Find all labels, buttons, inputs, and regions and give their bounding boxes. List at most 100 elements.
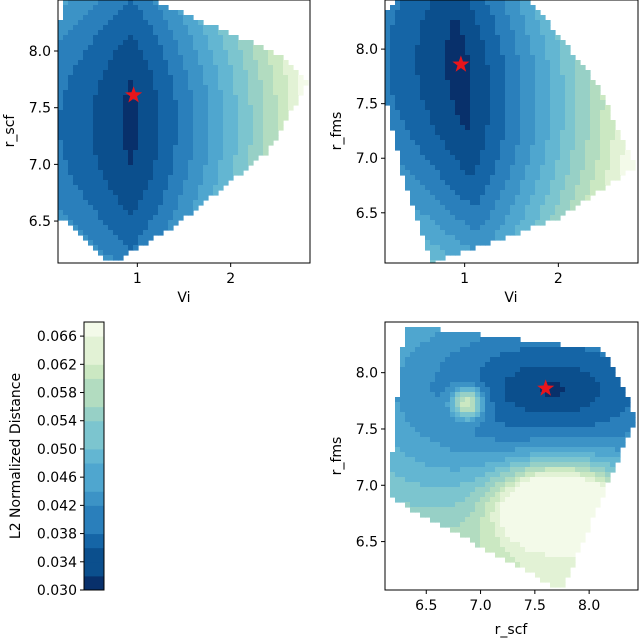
contour-cell <box>415 65 421 71</box>
contour-cell <box>615 130 621 136</box>
contour-cell <box>158 120 164 126</box>
contour-cell <box>395 15 401 21</box>
contour-cell <box>510 50 516 56</box>
contour-cell <box>600 110 606 116</box>
contour-cell <box>540 477 546 483</box>
contour-cell <box>460 407 466 413</box>
contour-cell <box>450 245 456 251</box>
contour-cell <box>228 120 234 126</box>
contour-cell <box>485 382 491 388</box>
contour-cell <box>118 110 124 116</box>
contour-cell <box>460 150 466 156</box>
contour-cell <box>103 185 109 191</box>
contour-cell <box>83 155 89 161</box>
contour-cell <box>450 5 456 11</box>
contour-cell <box>163 125 169 131</box>
contour-cell <box>93 90 99 96</box>
contour-cell <box>480 35 486 41</box>
contour-cell <box>500 457 506 463</box>
contour-cell <box>535 447 541 453</box>
contour-cell <box>515 105 521 111</box>
contour-cell <box>213 85 219 91</box>
contour-cell <box>455 0 461 6</box>
contour-cell <box>133 65 139 71</box>
contour-cell <box>108 215 114 221</box>
contour-cell <box>425 5 431 11</box>
contour-cell <box>163 100 169 106</box>
contour-cell <box>58 45 64 51</box>
contour-cell <box>545 462 551 468</box>
contour-cell <box>620 145 626 151</box>
contour-cell <box>595 387 601 393</box>
contour-cell <box>455 417 461 423</box>
contour-cell <box>450 60 456 66</box>
contour-cell <box>455 100 461 106</box>
contour-cell <box>405 90 411 96</box>
contour-cell <box>500 150 506 156</box>
contour-cell <box>288 105 294 111</box>
contour-cell <box>595 110 601 116</box>
contour-cell <box>585 175 591 181</box>
contour-cell <box>410 80 416 86</box>
contour-cell <box>68 220 74 226</box>
contour-cell <box>550 160 556 166</box>
contour-cell <box>63 85 69 91</box>
contour-cell <box>193 190 199 196</box>
contour-cell <box>465 190 471 196</box>
contour-cell <box>78 225 84 231</box>
contour-cell <box>425 397 431 403</box>
contour-cell <box>430 50 436 56</box>
contour-cell <box>203 115 209 121</box>
contour-cell <box>465 30 471 36</box>
contour-cell <box>233 85 239 91</box>
contour-cell <box>68 175 74 181</box>
contour-cell <box>123 145 129 151</box>
contour-cell <box>530 392 536 398</box>
contour-cell <box>465 0 471 6</box>
contour-cell <box>103 160 109 166</box>
contour-cell <box>98 45 104 51</box>
contour-cell <box>625 165 631 171</box>
contour-cell <box>610 160 616 166</box>
contour-cell <box>118 150 124 156</box>
contour-cell <box>440 200 446 206</box>
contour-cell <box>153 5 159 11</box>
contour-cell <box>550 462 556 468</box>
contour-cell <box>445 15 451 21</box>
contour-cell <box>495 382 501 388</box>
contour-cell <box>605 472 611 478</box>
contour-cell <box>520 397 526 403</box>
contour-cell <box>570 85 576 91</box>
contour-cell <box>440 377 446 383</box>
contour-cell <box>515 185 521 191</box>
contour-cell <box>560 145 566 151</box>
contour-cell <box>545 407 551 413</box>
contour-cell <box>595 150 601 156</box>
contour-cell <box>263 65 269 71</box>
contour-cell <box>193 195 199 201</box>
contour-cell <box>555 417 561 423</box>
contour-cell <box>505 50 511 56</box>
contour-cell <box>283 110 289 116</box>
contour-cell <box>580 170 586 176</box>
contour-cell <box>128 135 134 141</box>
contour-cell <box>575 200 581 206</box>
contour-cell <box>93 185 99 191</box>
optimum-star-marker <box>125 86 143 103</box>
contour-cell <box>480 235 486 241</box>
contour-cell <box>505 190 511 196</box>
contour-cell <box>420 195 426 201</box>
contour-cell <box>73 155 79 161</box>
contour-cell <box>535 70 541 76</box>
contour-cell <box>78 160 84 166</box>
contour-cell <box>113 150 119 156</box>
contour-cell <box>68 80 74 86</box>
contour-cell <box>470 362 476 368</box>
contour-cell <box>485 135 491 141</box>
contour-cell <box>420 95 426 101</box>
contour-cell <box>153 125 159 131</box>
contour-cell <box>118 185 124 191</box>
contour-cell <box>485 120 491 126</box>
contour-cell <box>430 397 436 403</box>
contour-cell <box>510 417 516 423</box>
